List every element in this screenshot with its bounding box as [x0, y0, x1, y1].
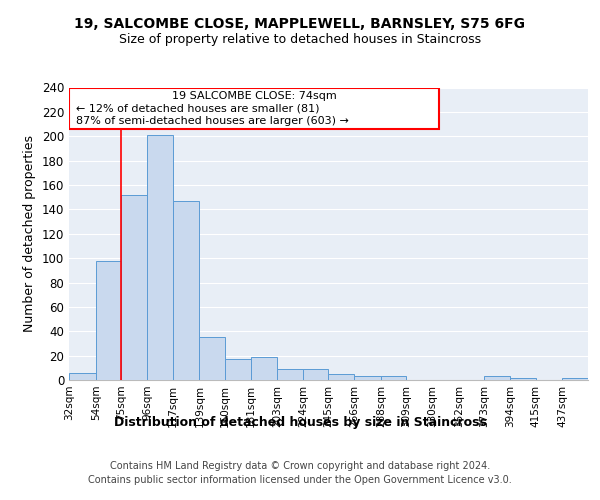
- Bar: [69, 88, 439, 129]
- Text: Distribution of detached houses by size in Staincross: Distribution of detached houses by size …: [113, 416, 487, 429]
- Text: 87% of semi-detached houses are larger (603) →: 87% of semi-detached houses are larger (…: [76, 116, 349, 126]
- Bar: [173, 201, 199, 380]
- Text: Contains HM Land Registry data © Crown copyright and database right 2024.: Contains HM Land Registry data © Crown c…: [110, 461, 490, 471]
- Bar: [303, 369, 329, 380]
- Bar: [329, 374, 354, 380]
- Bar: [199, 338, 225, 380]
- Bar: [96, 260, 121, 380]
- Text: 19, SALCOMBE CLOSE, MAPPLEWELL, BARNSLEY, S75 6FG: 19, SALCOMBE CLOSE, MAPPLEWELL, BARNSLEY…: [74, 18, 526, 32]
- Bar: [251, 357, 277, 380]
- Bar: [562, 378, 588, 380]
- Text: 19 SALCOMBE CLOSE: 74sqm: 19 SALCOMBE CLOSE: 74sqm: [172, 91, 337, 101]
- Bar: [121, 194, 147, 380]
- Text: Size of property relative to detached houses in Staincross: Size of property relative to detached ho…: [119, 32, 481, 46]
- Bar: [381, 376, 406, 380]
- Bar: [510, 378, 536, 380]
- Bar: [354, 376, 381, 380]
- Bar: [225, 360, 251, 380]
- Text: Contains public sector information licensed under the Open Government Licence v3: Contains public sector information licen…: [88, 475, 512, 485]
- Bar: [277, 369, 303, 380]
- Y-axis label: Number of detached properties: Number of detached properties: [23, 135, 36, 332]
- Bar: [147, 135, 173, 380]
- Bar: [69, 372, 96, 380]
- Bar: [484, 376, 510, 380]
- Text: ← 12% of detached houses are smaller (81): ← 12% of detached houses are smaller (81…: [76, 103, 320, 113]
